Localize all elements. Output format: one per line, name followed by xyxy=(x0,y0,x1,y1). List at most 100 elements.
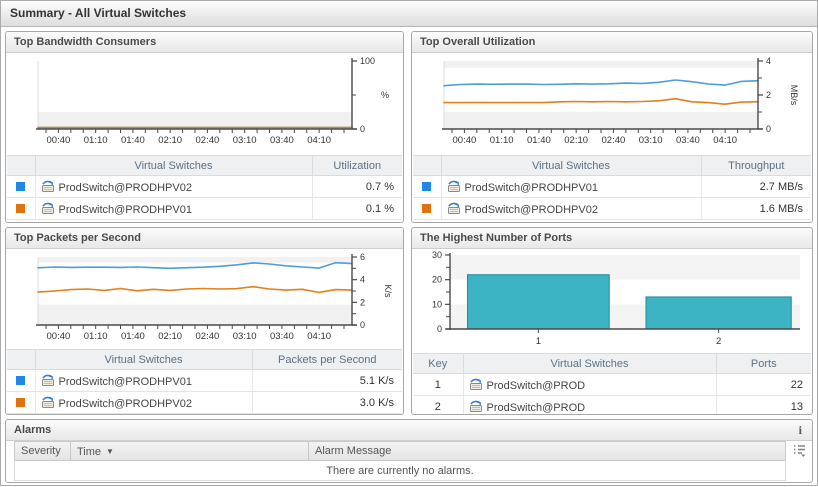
row-key: 1 xyxy=(413,373,464,396)
svg-text:2: 2 xyxy=(716,336,721,347)
svg-text:03:10: 03:10 xyxy=(639,135,663,146)
legend-swatch xyxy=(16,204,26,214)
row-value: 3.0 K/s xyxy=(252,391,402,414)
legend-swatch xyxy=(422,182,432,192)
svg-text:100: 100 xyxy=(360,56,375,66)
legend-swatch xyxy=(16,398,26,408)
table-row[interactable]: ProdSwitch@PRODHPV01 5.1 K/s xyxy=(7,369,402,392)
packets-plot: 0 2 4 6 00:40 01:10 01:40 02:10 02:40 03:10 03:40 0… xyxy=(36,252,393,342)
alarms-col-message[interactable]: Alarm Message xyxy=(308,442,785,460)
svg-text:6: 6 xyxy=(360,252,365,262)
virtual-switch-icon xyxy=(469,378,482,390)
bandwidth-data-table: Virtual Switches Utilization ProdSwitch@PR… xyxy=(7,155,402,220)
svg-text:2: 2 xyxy=(360,297,365,307)
svg-text:03:40: 03:40 xyxy=(270,135,294,146)
utilization-data-table: Virtual Switches Throughput ProdSwitch@PRO… xyxy=(413,155,811,220)
svg-text:0: 0 xyxy=(437,324,442,334)
ports-table: Key Virtual Switches Ports 1 ProdSwitch@PROD… xyxy=(412,353,812,414)
panel-title-text: Top Packets per Second xyxy=(14,232,141,244)
svg-text:03:40: 03:40 xyxy=(270,331,294,342)
svg-text:02:40: 02:40 xyxy=(196,135,220,146)
svg-text:00:40: 00:40 xyxy=(47,135,71,146)
svg-text:01:10: 01:10 xyxy=(84,135,108,146)
switch-name[interactable]: ProdSwitch@PRODHPV02 xyxy=(58,181,192,194)
packets-data-table: Virtual Switches Packets per Second ProdSw… xyxy=(7,349,402,414)
alarms-col-severity[interactable]: Severity xyxy=(21,445,61,457)
bandwidth-table: Virtual Switches Utilization ProdSwitch@PR… xyxy=(6,155,403,222)
row-value: 13 xyxy=(716,395,811,414)
row-value: 2.7 MB/s xyxy=(701,175,811,198)
table-row[interactable]: 1 ProdSwitch@PROD 22 xyxy=(413,373,811,396)
svg-text:02:40: 02:40 xyxy=(196,331,220,342)
virtual-switch-icon xyxy=(41,202,54,214)
svg-text:00:40: 00:40 xyxy=(47,331,71,342)
ports-bar-chart: 1 2 0 10 20 30 xyxy=(412,249,812,353)
panel-title-utilization: Top Overall Utilization xyxy=(412,32,812,53)
svg-text:02:10: 02:10 xyxy=(564,135,588,146)
col-header-value: Utilization xyxy=(312,155,402,176)
panel-title-text: The Highest Number of Ports xyxy=(420,232,573,244)
alarms-header: Alarms i xyxy=(6,420,812,441)
legend-swatch xyxy=(16,182,26,192)
switch-name[interactable]: ProdSwitch@PRODHPV01 xyxy=(464,181,598,194)
alarms-col-time[interactable]: Time ▼ xyxy=(70,442,308,460)
svg-text:02:10: 02:10 xyxy=(158,135,182,146)
svg-text:10: 10 xyxy=(432,299,442,309)
switch-name[interactable]: ProdSwitch@PRODHPV01 xyxy=(58,375,192,388)
info-icon[interactable]: i xyxy=(798,422,802,437)
col-header-key xyxy=(413,155,442,176)
table-row[interactable]: ProdSwitch@PRODHPV01 0.1 % xyxy=(7,197,402,220)
svg-text:20: 20 xyxy=(432,275,442,285)
col-header-key xyxy=(7,155,36,176)
switch-name[interactable]: ProdSwitch@PRODHPV02 xyxy=(464,203,598,216)
virtual-switch-icon xyxy=(447,202,460,214)
column-picker-icon[interactable] xyxy=(793,444,806,462)
table-row[interactable]: ProdSwitch@PRODHPV02 0.7 % xyxy=(7,175,402,198)
svg-text:01:40: 01:40 xyxy=(121,331,145,342)
row-value: 22 xyxy=(716,373,811,396)
table-row[interactable]: ProdSwitch@PRODHPV01 2.7 MB/s xyxy=(413,175,811,198)
svg-text:30: 30 xyxy=(432,251,442,260)
svg-text:01:10: 01:10 xyxy=(490,135,514,146)
table-row[interactable]: ProdSwitch@PRODHPV02 3.0 K/s xyxy=(7,391,402,414)
col-header-value: Ports xyxy=(716,353,811,374)
row-key: 2 xyxy=(413,395,464,414)
svg-text:04:10: 04:10 xyxy=(713,135,737,146)
panel-top-bandwidth-consumers: Top Bandwidth Consumers 0 100 00:40 01:10 01… xyxy=(5,31,404,223)
panel-top-packets-per-second: Top Packets per Second 0 2 4 6 00:40 01:10 01:… xyxy=(5,227,404,415)
legend-swatch xyxy=(422,204,432,214)
panel-title-packets: Top Packets per Second xyxy=(6,228,403,249)
col-header-value: Throughput xyxy=(701,155,811,176)
svg-text:04:10: 04:10 xyxy=(307,135,331,146)
dashboard-grid: Top Bandwidth Consumers 0 100 00:40 01:10 01… xyxy=(1,27,817,487)
table-row[interactable]: ProdSwitch@PRODHPV02 1.6 MB/s xyxy=(413,197,811,220)
col-header-key: Key xyxy=(413,353,464,374)
page-title: Summary - All Virtual Switches xyxy=(1,1,817,27)
switch-name[interactable]: ProdSwitch@PRODHPV01 xyxy=(58,203,192,216)
svg-text:02:10: 02:10 xyxy=(158,331,182,342)
svg-text:02:40: 02:40 xyxy=(602,135,626,146)
alarms-empty-message: There are currently no alarms. xyxy=(14,461,786,481)
panel-highest-number-of-ports: The Highest Number of Ports 1 2 0 10 20 30 Ke… xyxy=(411,227,813,415)
table-row[interactable]: 2 ProdSwitch@PROD 13 xyxy=(413,395,811,414)
col-header-name: Virtual Switches xyxy=(35,155,313,176)
packets-table: Virtual Switches Packets per Second ProdSw… xyxy=(6,349,403,414)
svg-text:K/s: K/s xyxy=(383,284,393,298)
svg-text:01:10: 01:10 xyxy=(84,331,108,342)
svg-text:0: 0 xyxy=(360,124,365,134)
alarms-col-time-label: Time xyxy=(77,446,102,458)
switch-name[interactable]: ProdSwitch@PROD xyxy=(486,379,586,392)
col-header-name: Virtual Switches xyxy=(35,349,253,370)
utilization-plot: 0 2 4 00:40 01:10 01:40 02:10 02:40 03:10 03:40 04… xyxy=(442,56,799,146)
sort-desc-icon: ▼ xyxy=(106,447,114,456)
svg-text:MB/s: MB/s xyxy=(789,85,799,106)
switch-name[interactable]: ProdSwitch@PROD xyxy=(486,401,586,414)
row-value: 0.1 % xyxy=(312,197,402,220)
row-value: 5.1 K/s xyxy=(252,369,402,392)
svg-text:03:40: 03:40 xyxy=(676,135,700,146)
switch-name[interactable]: ProdSwitch@PRODHPV02 xyxy=(58,397,192,410)
svg-text:03:10: 03:10 xyxy=(233,331,257,342)
col-header-key xyxy=(7,349,36,370)
virtual-switch-icon xyxy=(41,374,54,386)
